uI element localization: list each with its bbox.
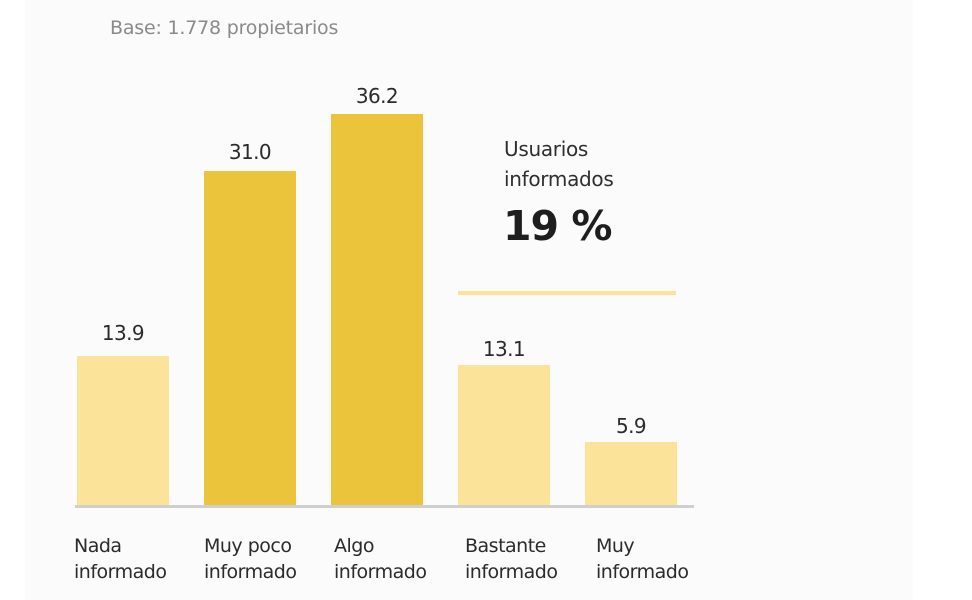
annotation-title-line1: Usuarios [504,137,589,161]
x-axis-line [75,505,694,508]
category-label-nada-informado: Nada informado [74,533,167,585]
category-label-line1: Muy [596,535,635,557]
category-label-line1: Algo [334,535,374,557]
category-label-line1: Bastante [465,535,546,557]
category-label-line2: informado [334,561,427,583]
bar-value-muy-informado: 5.9 [615,414,647,438]
annotation-title-line2: informados [504,167,614,191]
category-label-line2: informado [596,561,689,583]
bar-nada-informado [77,356,169,506]
annotation-divider-line [458,291,676,295]
bar-muy-poco-informado [204,171,296,506]
bar-algo-informado [331,114,423,506]
annotation-value: 19 % [503,202,612,250]
bar-muy-informado [585,442,677,506]
category-label-algo-informado: Algo informado [334,533,427,585]
category-label-line2: informado [465,561,558,583]
category-label-line2: informado [204,561,297,583]
annotation-title: Usuarios informados [504,134,614,194]
bar-value-nada-informado: 13.9 [101,321,145,345]
bar-bastante-informado [458,365,550,506]
category-label-muy-informado: Muy informado [596,533,689,585]
bar-value-muy-poco-informado: 31.0 [228,140,272,164]
category-label-line1: Nada [74,535,122,557]
chart-panel [25,0,913,600]
category-label-bastante-informado: Bastante informado [465,533,558,585]
base-note: Base: 1.778 propietarios [110,17,339,39]
category-label-muy-poco-informado: Muy poco informado [204,533,297,585]
bar-value-bastante-informado: 13.1 [482,337,526,361]
category-label-line1: Muy poco [204,535,292,557]
category-label-line2: informado [74,561,167,583]
bar-value-algo-informado: 36.2 [355,84,399,108]
